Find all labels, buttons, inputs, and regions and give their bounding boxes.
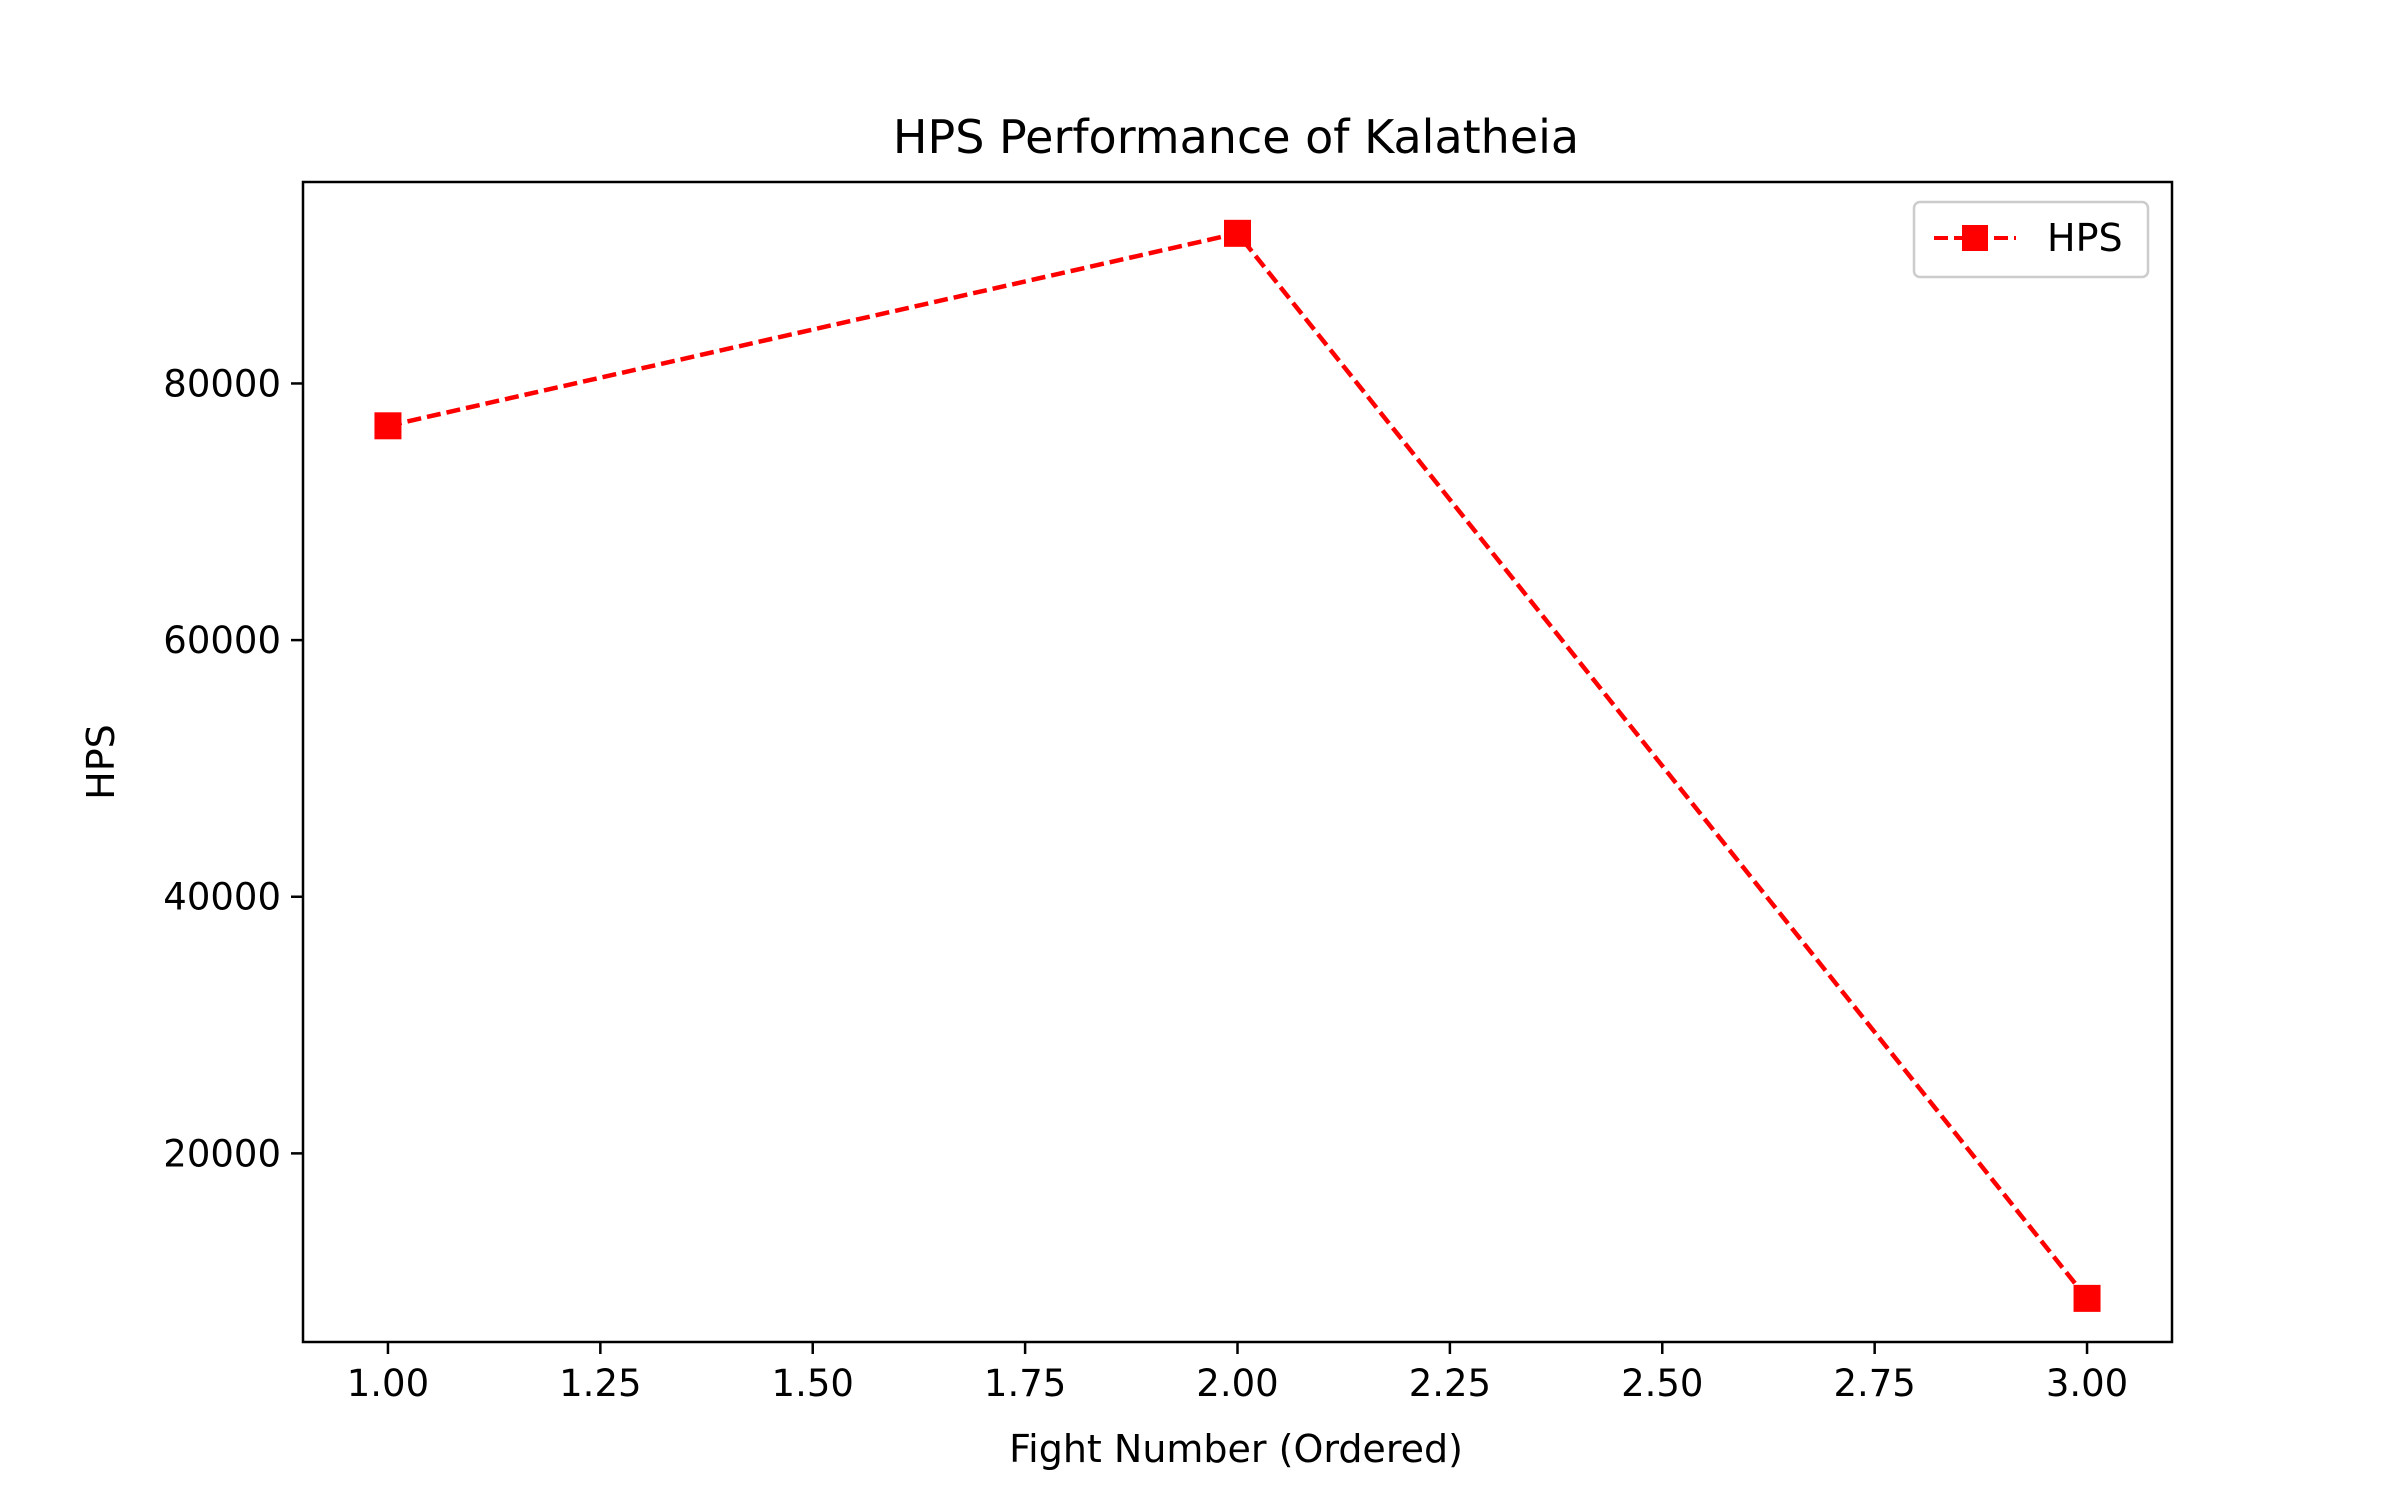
x-tick-label: 2.50 xyxy=(1621,1362,1703,1405)
x-axis-label: Fight Number (Ordered) xyxy=(1009,1427,1463,1471)
legend: HPS xyxy=(1912,200,2150,279)
x-tick-label: 2.25 xyxy=(1409,1362,1491,1405)
data-point-marker xyxy=(374,412,402,440)
legend-marker xyxy=(1962,225,1988,251)
chart-title: HPS Performance of Kalatheia xyxy=(893,110,1579,164)
y-tick-label: 60000 xyxy=(163,619,281,662)
data-point-marker xyxy=(1224,219,1251,247)
data-point-marker xyxy=(2073,1284,2101,1312)
y-tick-label: 80000 xyxy=(163,362,281,405)
y-axis-label: HPS xyxy=(79,724,123,800)
x-tick-label: 1.25 xyxy=(559,1362,641,1405)
x-tick-label: 1.75 xyxy=(984,1362,1066,1405)
x-tick-label: 2.00 xyxy=(1196,1362,1278,1405)
y-tick-label: 20000 xyxy=(163,1132,281,1175)
x-axis-ticks: 1.00 1.25 1.50 1.75 2.00 2.25 2.50 2.75 3.00 xyxy=(347,1342,2128,1405)
legend-label-hps: HPS xyxy=(2047,216,2123,260)
x-tick-label: 2.75 xyxy=(1833,1362,1915,1405)
series-layer xyxy=(374,219,2101,1312)
x-tick-label: 3.00 xyxy=(2046,1362,2128,1405)
y-tick-label: 40000 xyxy=(163,876,281,919)
x-tick-label: 1.50 xyxy=(772,1362,854,1405)
legend-box xyxy=(1912,200,2150,279)
x-tick-label: 1.00 xyxy=(347,1362,429,1405)
y-axis-ticks: 20000 40000 60000 80000 xyxy=(163,362,303,1175)
